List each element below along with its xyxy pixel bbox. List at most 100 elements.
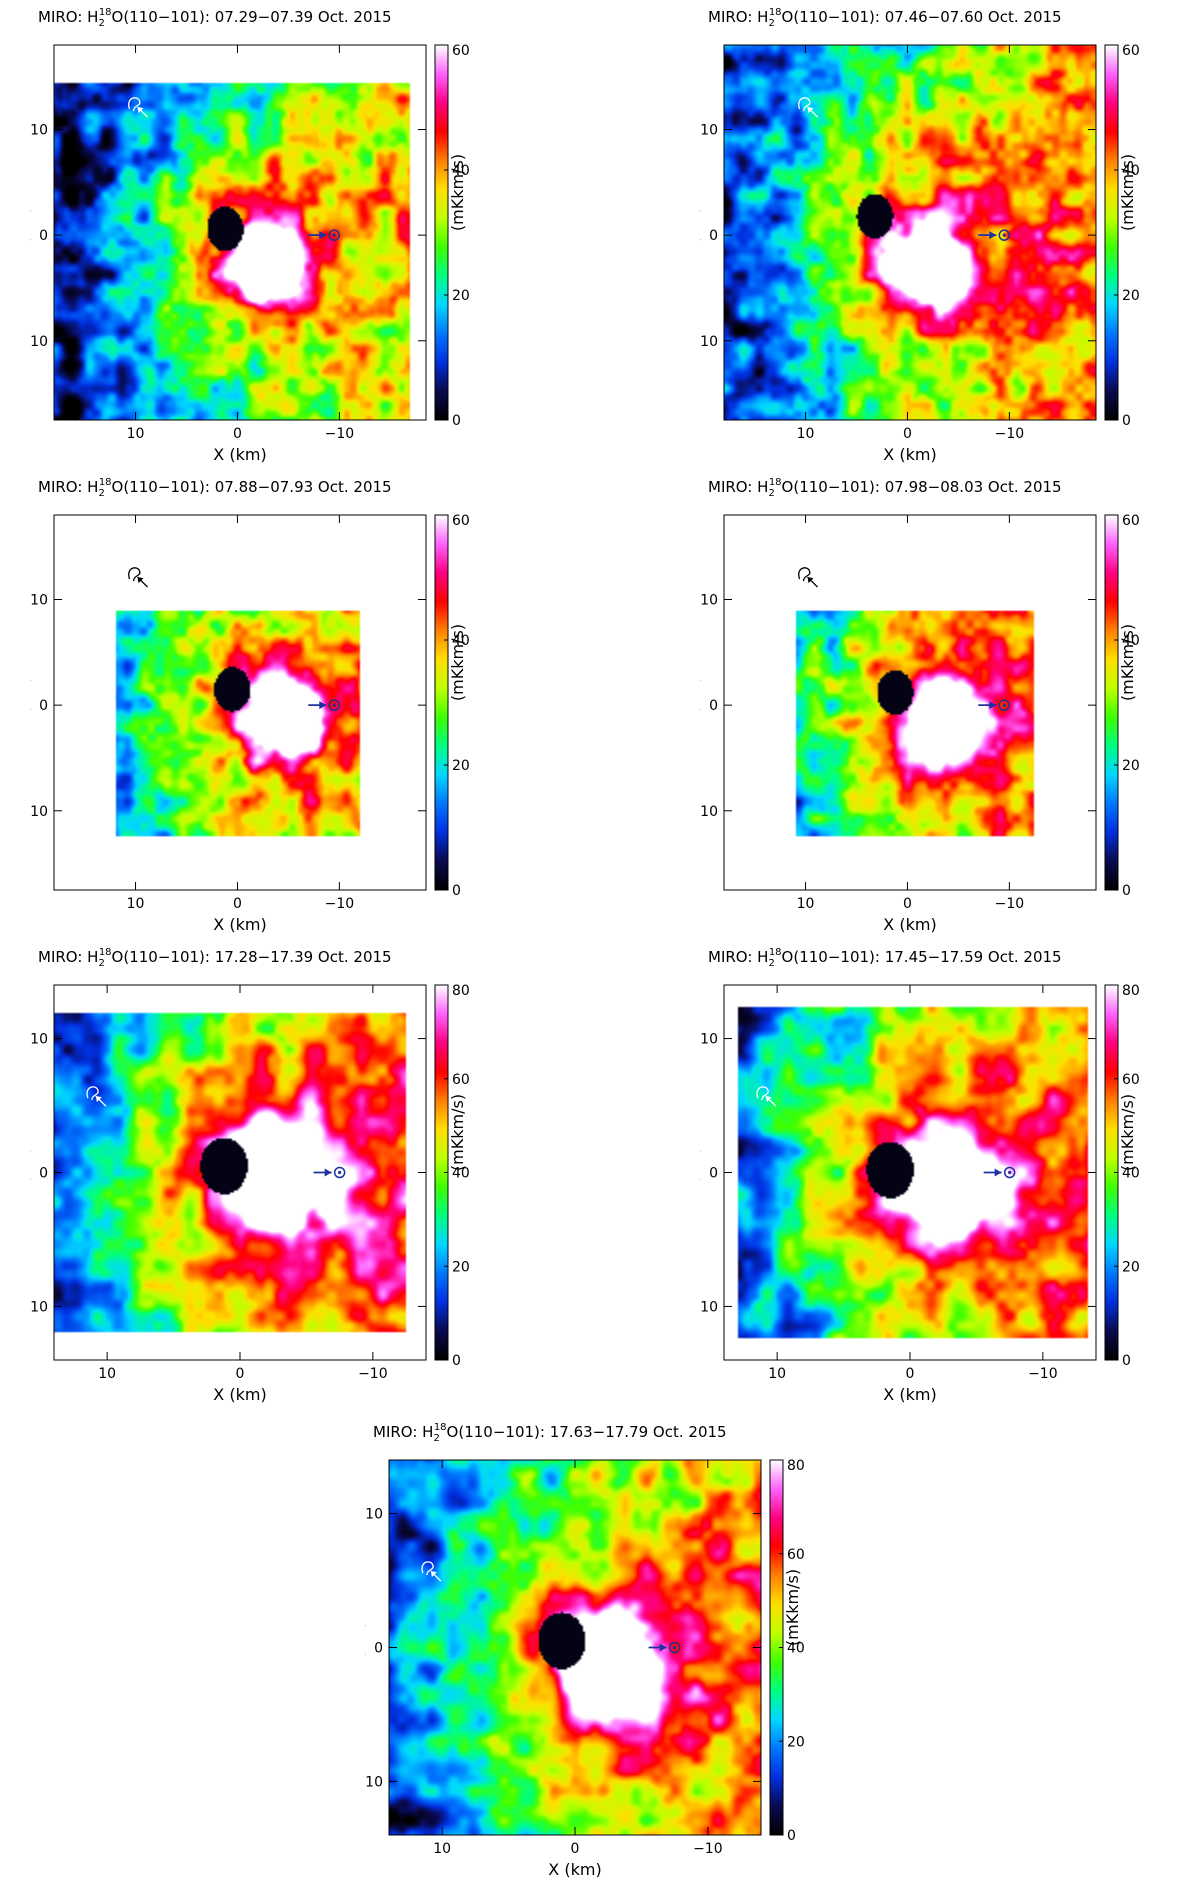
heatmap-panel: MIRO: H218O(110−101): 17.28−17.39 Oct. 2… — [30, 940, 470, 1410]
heatmap-panel: MIRO: H218O(110−101): 07.98−08.03 Oct. 2… — [700, 470, 1140, 940]
x-tick-label: 10 — [797, 426, 815, 442]
colorbar-tick-label: 0 — [1122, 883, 1131, 899]
y-axis-label: Y (km) — [700, 1146, 702, 1199]
colorbar-tick-label: 40000 — [452, 1166, 470, 1182]
comet-symbol-icon — [756, 1086, 769, 1101]
x-tick-label: −10 — [995, 896, 1025, 912]
x-axis-label: X (km) — [883, 1385, 936, 1404]
marker-circle — [998, 699, 1011, 711]
colorbar-tick-label: 0 — [452, 413, 461, 429]
x-tick-label: 10 — [127, 896, 145, 912]
y-tick-label: 10 — [30, 1032, 48, 1048]
marker-circle — [333, 1166, 346, 1179]
x-axis-label: X (km) — [213, 445, 266, 464]
comet-symbol-icon — [798, 567, 811, 582]
y-axis-label: Y (km) — [700, 676, 702, 729]
colorbar-tick-label: 40000 — [1122, 1166, 1140, 1182]
y-tick-label: 10 — [700, 593, 718, 609]
panel-title: MIRO: H218O(110−101): 17.28−17.39 Oct. 2… — [38, 947, 392, 969]
marker-dot — [338, 1170, 342, 1175]
colorbar-tick-label: 80000 — [1122, 983, 1140, 999]
heatmap-svg: MIRO: H218O(110−101): 17.63−17.79 Oct. 2… — [365, 1422, 805, 1879]
plot-frame — [53, 514, 427, 891]
x-axis-label: X (km) — [883, 915, 936, 934]
x-tick-label: 0 — [903, 426, 912, 442]
comet-arrowhead — [807, 577, 814, 584]
heatmap-image — [389, 1460, 761, 1835]
x-tick-label: −10 — [995, 426, 1025, 442]
y-tick-label: 0 — [709, 698, 718, 714]
colorbar-tick-label: 20000 — [787, 1734, 805, 1750]
x-tick-label: 0 — [236, 1366, 245, 1382]
y-tick-label: 0 — [39, 698, 48, 714]
heatmap-image — [54, 45, 426, 420]
colorbar-tick-label: 20000 — [1122, 1259, 1140, 1275]
colorbar-tick-label: 60000 — [452, 1072, 470, 1088]
comet-symbol-icon — [128, 97, 141, 112]
y-tick-label: −10 — [700, 804, 718, 820]
heatmap-svg: MIRO: H218O(110−101): 17.28−17.39 Oct. 2… — [30, 947, 470, 1404]
x-tick-label: −10 — [325, 896, 355, 912]
x-tick-label: 10 — [127, 426, 145, 442]
y-tick-label: 0 — [39, 228, 48, 244]
colorbar-tick-label: 0 — [1122, 1353, 1131, 1369]
x-tick-label: 0 — [903, 896, 912, 912]
x-tick-label: −10 — [358, 1366, 388, 1382]
y-tick-label: 10 — [700, 1032, 718, 1048]
x-tick-label: 0 — [906, 1366, 915, 1382]
colorbar-tick-label: 60000 — [452, 43, 470, 59]
colorbar-label: (mKkm/s) — [1118, 624, 1137, 701]
y-axis-label: Y (km) — [30, 1146, 32, 1199]
plot-frame — [723, 44, 1097, 421]
y-tick-label: −10 — [700, 334, 718, 350]
heatmap-svg: MIRO: H218O(110−101): 07.29−07.39 Oct. 2… — [30, 7, 470, 464]
y-tick-label: 10 — [30, 593, 48, 609]
y-tick-label: 10 — [365, 1507, 383, 1523]
x-tick-label: 10 — [797, 896, 815, 912]
heatmap-image — [724, 515, 1096, 890]
marker-circle — [328, 699, 341, 711]
panel-title: MIRO: H218O(110−101): 07.29−07.39 Oct. 2… — [38, 7, 392, 29]
y-tick-label: 10 — [700, 123, 718, 139]
y-tick-label: 0 — [709, 228, 718, 244]
heatmap-panel: MIRO: H218O(110−101): 07.29−07.39 Oct. 2… — [30, 0, 470, 470]
colorbar-frame — [1104, 514, 1119, 891]
comet-symbol-icon — [86, 1086, 99, 1101]
marker-circle — [998, 229, 1011, 241]
colorbar — [1105, 45, 1118, 420]
marker-arrowhead — [989, 701, 997, 710]
comet-arrowhead — [137, 107, 144, 114]
marker-dot — [1002, 233, 1006, 237]
colorbar-tick-label: 80000 — [787, 1458, 805, 1474]
panel-title: MIRO: H218O(110−101): 17.63−17.79 Oct. 2… — [373, 1422, 727, 1444]
y-tick-label: −10 — [700, 1299, 718, 1315]
heatmap-svg: MIRO: H218O(110−101): 07.88−07.93 Oct. 2… — [30, 477, 470, 934]
marker-dot — [1008, 1170, 1012, 1175]
colorbar-tick-label: 0 — [787, 1828, 796, 1844]
colorbar — [435, 515, 448, 890]
y-tick-label: −10 — [30, 1299, 48, 1315]
colorbar-tick-label: 20000 — [1122, 758, 1140, 774]
comet-arrowhead — [137, 577, 144, 584]
colorbar-label: (mKkm/s) — [1118, 154, 1137, 231]
colorbar — [1105, 515, 1118, 890]
marker-dot — [332, 703, 336, 707]
panel-title: MIRO: H218O(110−101): 07.98−08.03 Oct. 2… — [708, 477, 1062, 499]
plot-frame — [723, 514, 1097, 891]
y-axis-label: Y (km) — [700, 206, 702, 259]
heatmap-image — [54, 515, 426, 890]
marker-circle — [668, 1641, 681, 1654]
colorbar-tick-label: 0 — [1122, 413, 1131, 429]
y-tick-label: 0 — [374, 1641, 383, 1657]
x-tick-label: 10 — [768, 1366, 786, 1382]
heatmap-panel: MIRO: H218O(110−101): 17.45−17.59 Oct. 2… — [700, 940, 1140, 1410]
comet-arrowhead — [765, 1096, 772, 1103]
y-tick-label: 0 — [39, 1166, 48, 1182]
comet-arrowhead — [430, 1571, 437, 1578]
colorbar-tick-label: 0 — [452, 1353, 461, 1369]
x-tick-label: 10 — [433, 1841, 451, 1857]
x-tick-label: 0 — [571, 1841, 580, 1857]
colorbar-tick-label: 40000 — [452, 163, 470, 179]
y-tick-label: 0 — [709, 1166, 718, 1182]
comet-arrowhead — [807, 107, 814, 114]
